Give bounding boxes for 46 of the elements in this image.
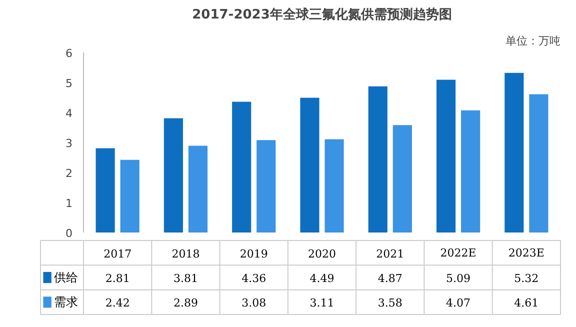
data-label: 3.58 bbox=[378, 296, 402, 310]
data-label: 4.87 bbox=[378, 272, 402, 285]
y-tick-label: 5 bbox=[66, 77, 72, 90]
data-label: 3.11 bbox=[310, 296, 334, 310]
data-label: 4.61 bbox=[514, 296, 539, 310]
chart-title: 2017-2023年全球三氟化氮供需预测趋势图 bbox=[192, 6, 452, 22]
y-tick-label: 3 bbox=[66, 137, 72, 150]
data-label: 3.81 bbox=[173, 272, 198, 285]
bar bbox=[256, 140, 276, 232]
bar bbox=[436, 80, 456, 232]
bar bbox=[300, 98, 320, 232]
x-tick-label: 2019 bbox=[240, 247, 268, 260]
y-tick-label: 2 bbox=[66, 167, 72, 180]
data-label: 5.32 bbox=[514, 272, 539, 285]
data-label: 5.09 bbox=[446, 272, 471, 285]
bar bbox=[392, 125, 412, 232]
data-label: 4.49 bbox=[310, 272, 334, 285]
data-label: 3.08 bbox=[242, 296, 266, 310]
bar bbox=[188, 146, 208, 232]
data-label: 2.81 bbox=[105, 272, 130, 285]
data-label: 4.07 bbox=[446, 296, 471, 310]
data-label: 2.89 bbox=[173, 296, 198, 310]
y-tick-label: 1 bbox=[66, 197, 72, 210]
bar bbox=[120, 160, 140, 232]
bar bbox=[96, 148, 115, 232]
y-tick-label: 0 bbox=[66, 227, 72, 240]
x-tick-label: 2022E bbox=[440, 246, 476, 260]
data-label: 2.42 bbox=[105, 296, 130, 310]
x-tick-label: 2017 bbox=[104, 247, 132, 260]
bar bbox=[368, 86, 388, 232]
text: 单位：万吨 bbox=[506, 34, 560, 48]
bar bbox=[504, 72, 524, 232]
bar bbox=[461, 110, 480, 232]
x-tick-label: 2021 bbox=[376, 247, 404, 260]
x-tick-label: 2020 bbox=[308, 247, 336, 260]
bar bbox=[164, 118, 183, 232]
bar bbox=[324, 139, 344, 232]
data-label: 4.36 bbox=[242, 272, 266, 285]
bar bbox=[232, 102, 252, 232]
y-tick-label: 6 bbox=[66, 47, 72, 60]
legend-label: 供给 bbox=[54, 270, 78, 284]
y-tick-label: 4 bbox=[66, 107, 72, 120]
legend-label: 需求 bbox=[54, 295, 78, 310]
x-tick-label: 2023E bbox=[508, 246, 544, 260]
bar bbox=[529, 94, 548, 232]
x-tick-label: 2018 bbox=[172, 247, 200, 260]
